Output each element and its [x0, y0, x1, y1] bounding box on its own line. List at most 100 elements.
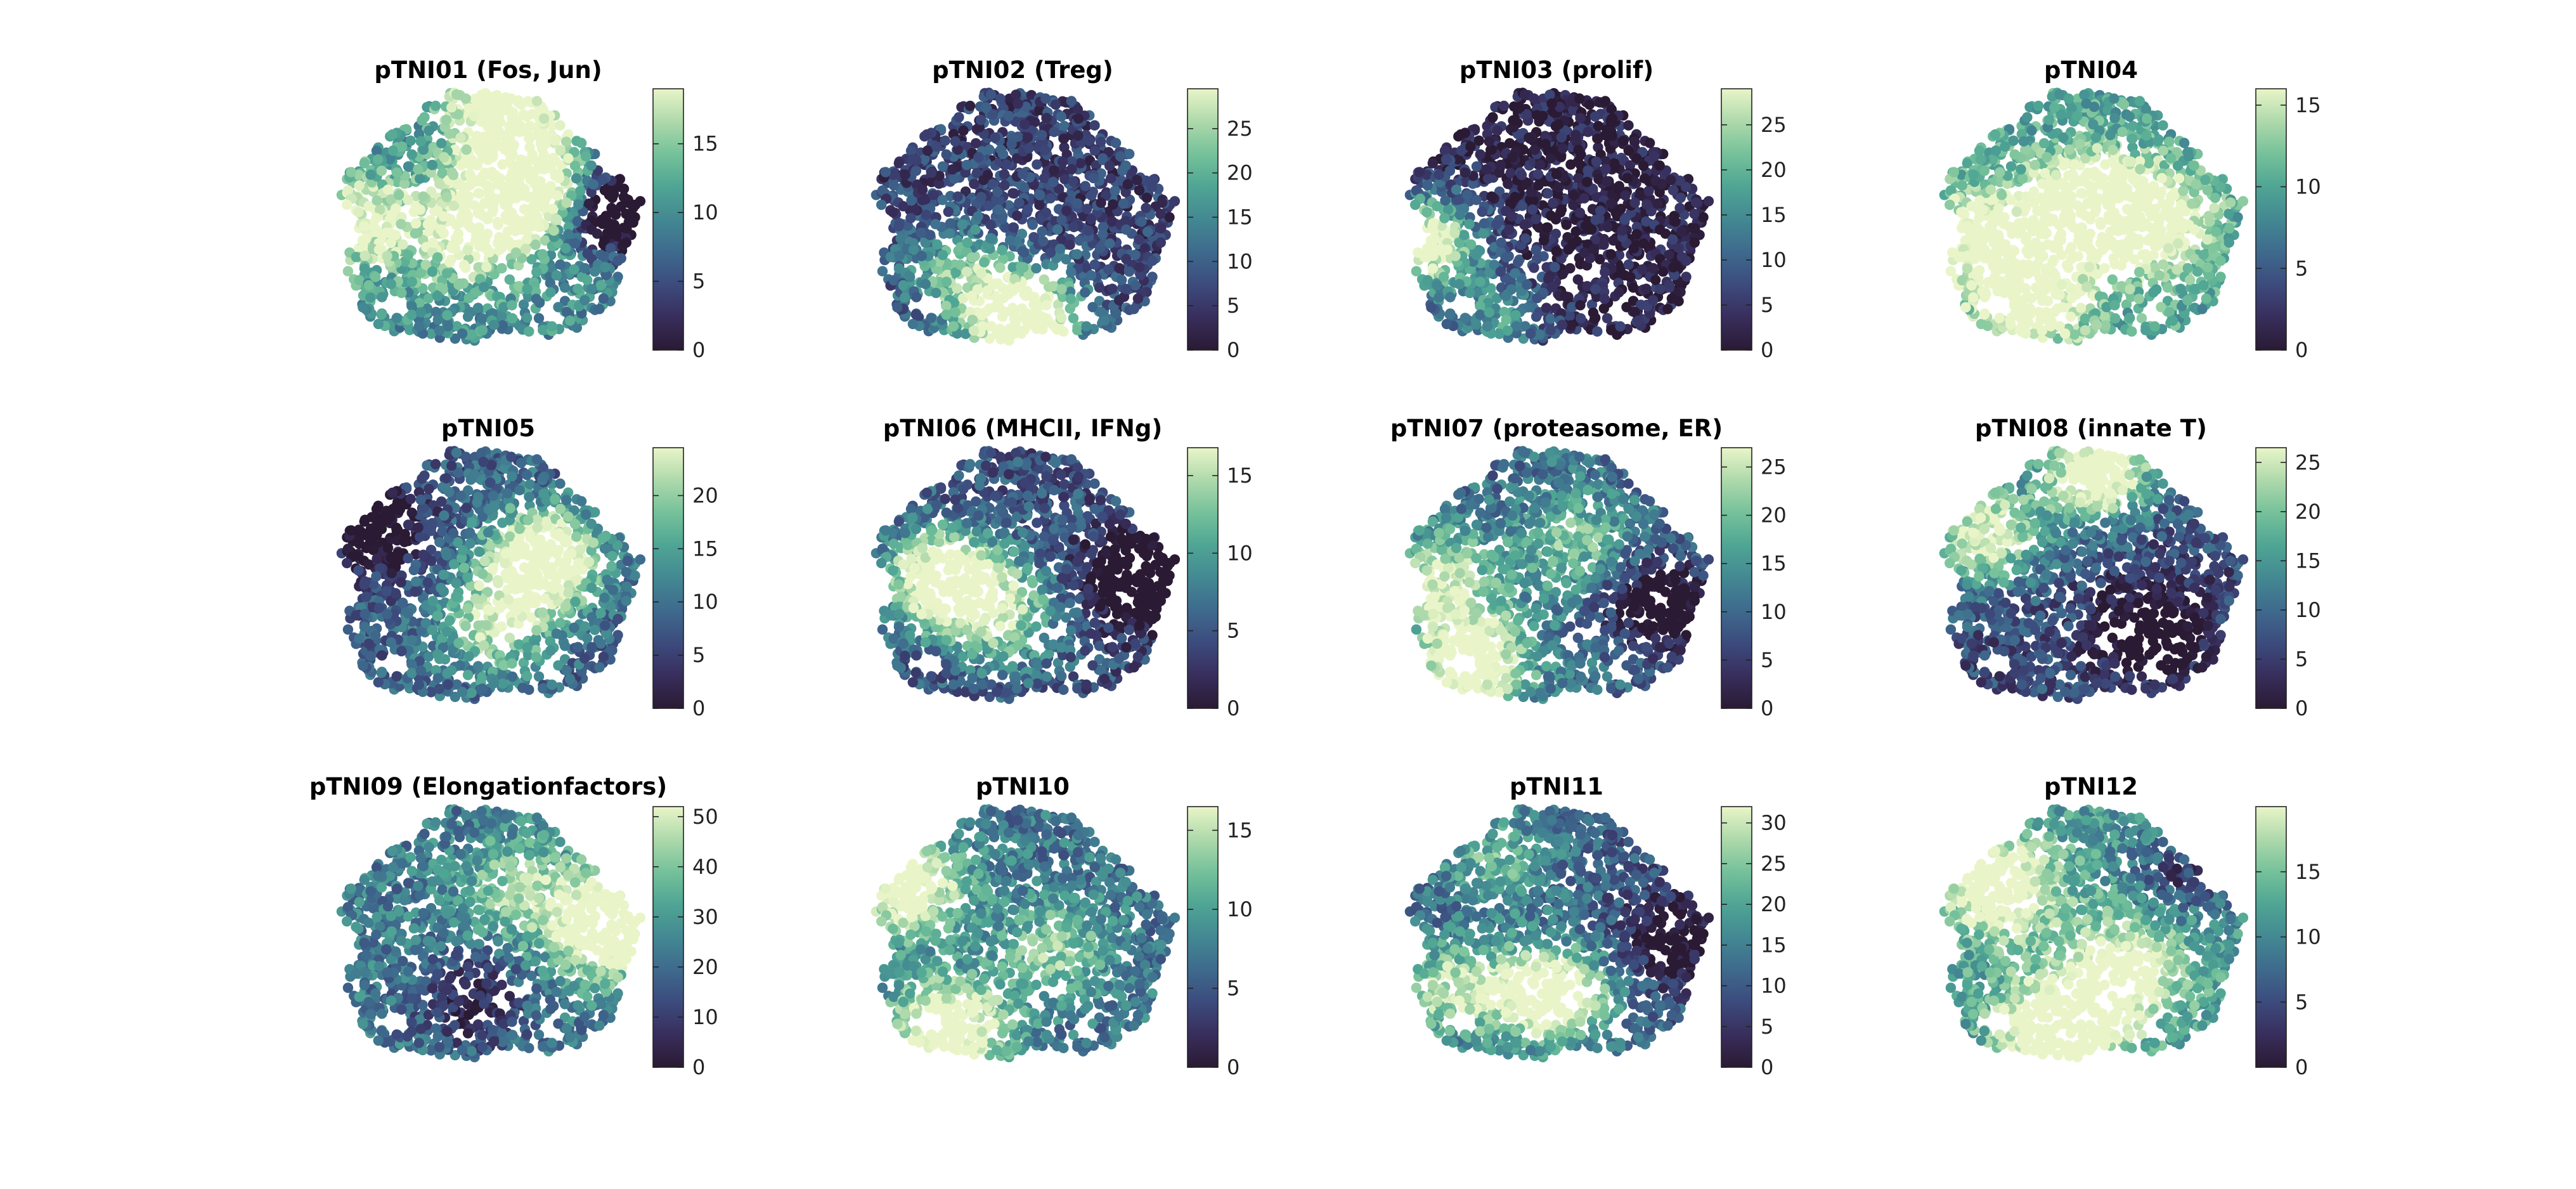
scatter-point [1623, 259, 1634, 270]
scatter-point [997, 311, 1008, 322]
scatter-point [415, 173, 425, 184]
scatter-point [462, 311, 474, 322]
scatter-point [1444, 166, 1456, 176]
scatter-point [418, 191, 429, 202]
scatter-point [1039, 274, 1050, 285]
scatter-point [470, 235, 481, 246]
scatter-point [1058, 133, 1070, 144]
scatter-point [497, 159, 508, 170]
scatter-point [1037, 226, 1047, 237]
scatter-point [342, 199, 353, 211]
scatter-point [559, 282, 571, 293]
scatter-point [408, 206, 419, 218]
scatter-point [1575, 113, 1586, 124]
scatter-point [1000, 329, 1011, 340]
scatter-point [969, 178, 980, 190]
scatter-point [1013, 98, 1023, 109]
scatter-point [1522, 279, 1532, 290]
scatter-point [436, 224, 446, 235]
scatter-point [531, 294, 541, 304]
scatter-point [1466, 239, 1477, 250]
scatter-point [455, 132, 466, 143]
scatter-point [1419, 252, 1430, 263]
scatter-point [460, 263, 471, 273]
scatter-point [1520, 233, 1531, 244]
scatter-point [1614, 287, 1624, 298]
scatter-point [371, 145, 382, 156]
scatter-point [1674, 202, 1685, 214]
scatter-point [630, 212, 640, 223]
scatter-point [423, 293, 434, 304]
scatter-point [1052, 224, 1063, 235]
scatter-point [1602, 176, 1613, 187]
scatter-point [1516, 169, 1527, 181]
scatter-point [1410, 199, 1421, 211]
scatter-point [1142, 226, 1153, 237]
scatter-point [1108, 199, 1118, 210]
colorbar-tick-label: 5 [1227, 294, 1239, 318]
scatter-point [986, 233, 997, 244]
scatter-point [888, 207, 898, 218]
scatter-point [396, 287, 407, 299]
scatter-point [1501, 290, 1511, 301]
scatter-point [1576, 313, 1586, 324]
scatter-point [967, 290, 978, 301]
scatter-point [1501, 315, 1511, 325]
scatter-point [533, 176, 545, 187]
scatter-point [981, 102, 992, 113]
scatter-point [1085, 214, 1097, 224]
scatter-point [1089, 259, 1100, 270]
scatter-point [1657, 266, 1669, 277]
scatter-point [1440, 154, 1452, 165]
scatter-point [1141, 192, 1153, 204]
scatter-point [441, 115, 452, 126]
scatter-point [1542, 222, 1553, 233]
scatter-point [432, 252, 443, 263]
scatter-point [1629, 197, 1640, 208]
scatter-point [1551, 169, 1562, 179]
scatter-point [1622, 172, 1633, 184]
scatter-point [1569, 190, 1579, 200]
scatter-point [888, 275, 899, 286]
scatter-point [1023, 143, 1035, 153]
scatter-point [931, 287, 942, 299]
scatter-point [451, 219, 462, 230]
scatter-point [2133, 239, 2144, 250]
scatter-point [1422, 180, 1433, 191]
scatter-point [403, 161, 414, 172]
scatter-point [358, 302, 368, 313]
scatter-point [1056, 313, 1067, 323]
scatter-point [505, 145, 515, 155]
colorbar-tick-label: 5 [1761, 293, 1773, 317]
scatter-point [1065, 239, 1075, 250]
scatter-point [1675, 192, 1686, 204]
scatter-point [1454, 209, 1465, 220]
scatter-point [363, 280, 374, 291]
scatter-point [415, 136, 426, 147]
scatter-point [410, 191, 422, 202]
scatter-point [448, 169, 459, 181]
scatter-point [1581, 176, 1593, 188]
scatter-point [550, 135, 560, 146]
scatter-point [555, 259, 566, 270]
scatter-point [1462, 190, 1473, 200]
scatter-point [1481, 164, 1492, 175]
scatter-point [2100, 159, 2111, 170]
scatter-point [917, 185, 928, 195]
scatter-point [1502, 325, 1513, 336]
scatter-point [394, 190, 405, 200]
scatter-point [469, 110, 480, 122]
scatter-point [1483, 173, 1494, 184]
scatter-point [1486, 191, 1497, 202]
scatter-point [1491, 219, 1502, 230]
scatter-point [469, 200, 480, 211]
scatter-point [1496, 237, 1506, 248]
scatter-point [1529, 263, 1539, 273]
scatter-point [1537, 110, 1548, 122]
scatter-point [1096, 197, 1106, 208]
scatter-point [1088, 172, 1099, 184]
scatter-point [506, 93, 517, 104]
scatter-point [607, 226, 619, 237]
scatter-point [1050, 99, 1061, 110]
